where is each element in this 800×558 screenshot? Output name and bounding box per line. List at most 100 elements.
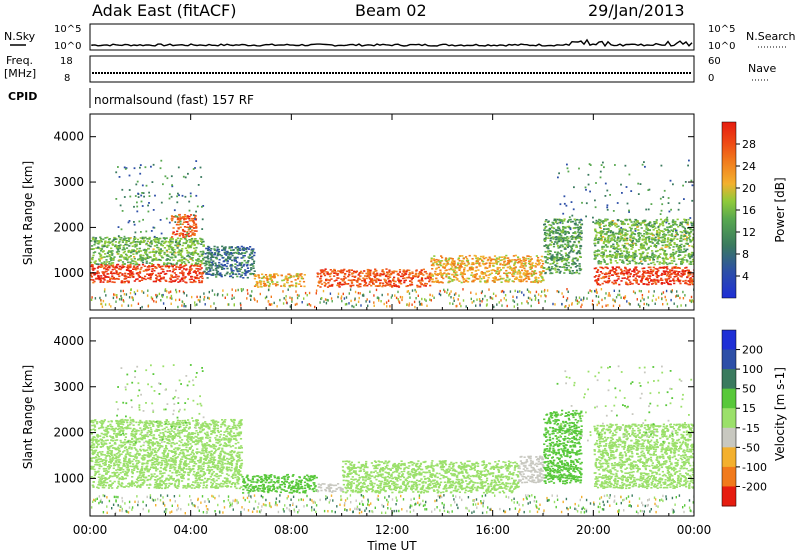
data-cell [110, 271, 112, 273]
data-cell [549, 235, 551, 237]
noise-cell [346, 303, 347, 305]
noise-cell [166, 290, 167, 292]
data-cell [647, 280, 649, 282]
data-cell [178, 266, 180, 268]
data-cell [440, 255, 442, 257]
data-cell [401, 273, 403, 275]
data-cell [458, 268, 460, 270]
data-cell [597, 284, 599, 286]
data-cell [258, 277, 260, 279]
data-cell [436, 263, 438, 265]
data-cell [103, 268, 105, 270]
data-cell [560, 230, 562, 232]
data-cell [541, 256, 543, 258]
data-cell [621, 256, 623, 258]
data-cell [646, 224, 648, 226]
data-cell [614, 237, 616, 239]
data-cell [652, 269, 654, 271]
data-cell [101, 262, 103, 264]
data-cell [324, 285, 326, 287]
data-cell [101, 265, 103, 267]
data-cell [465, 256, 467, 258]
data-cell [596, 255, 598, 257]
noise-cell [463, 299, 464, 301]
scatter-cell [200, 167, 202, 169]
data-cell [139, 280, 141, 282]
noise-cell [526, 300, 527, 302]
scatter-cell [564, 203, 566, 205]
noise-cell [662, 303, 663, 305]
data-cell [657, 281, 659, 283]
data-cell [120, 254, 122, 256]
data-cell [460, 272, 462, 274]
data-cell [565, 263, 567, 265]
data-cell [503, 272, 505, 274]
data-cell [150, 246, 152, 248]
data-cell [209, 252, 211, 254]
noise-cell [271, 296, 272, 298]
data-cell [630, 230, 632, 232]
data-cell [393, 277, 395, 279]
noise-cell [486, 299, 487, 301]
data-cell [143, 270, 145, 272]
data-cell [617, 238, 619, 240]
data-cell [150, 257, 152, 259]
data-cell [640, 233, 642, 235]
data-cell [670, 254, 672, 256]
data-cell [447, 282, 449, 284]
noise-cell [116, 294, 117, 296]
noise-cell [440, 294, 441, 296]
data-cell [579, 263, 581, 265]
noise-cell [419, 301, 420, 303]
data-cell [633, 279, 635, 281]
data-cell [439, 270, 441, 272]
data-cell [663, 252, 665, 254]
noise-cell [200, 296, 201, 298]
data-cell [609, 226, 611, 228]
noise-cell [479, 304, 480, 306]
noise-cell [337, 296, 338, 298]
data-cell [318, 280, 320, 282]
data-cell [364, 285, 366, 287]
data-cell [103, 250, 105, 252]
data-cell [403, 269, 405, 271]
data-cell [300, 285, 302, 287]
data-cell [193, 248, 195, 250]
freq-tick-top: 18 [60, 56, 73, 67]
data-cell [241, 262, 243, 264]
cpid-left-label: CPID [8, 90, 37, 103]
data-cell [191, 278, 193, 280]
data-cell [678, 267, 680, 269]
data-cell [555, 231, 557, 233]
data-cell [628, 254, 630, 256]
data-cell [611, 282, 613, 284]
data-cell [132, 253, 134, 255]
noise-cell [269, 303, 270, 305]
data-cell [392, 280, 394, 282]
noise-cell [598, 296, 599, 298]
noise-cell [147, 290, 148, 292]
data-cell [261, 274, 263, 276]
data-cell [619, 259, 621, 261]
data-cell [538, 262, 540, 264]
data-cell [216, 271, 218, 273]
noise-cell [386, 305, 387, 307]
data-cell [530, 281, 532, 283]
data-cell [567, 221, 569, 223]
data-cell [544, 234, 546, 236]
data-cell [101, 241, 103, 243]
noise-tick-bottom: 10^0 [54, 41, 81, 52]
data-cell [96, 263, 98, 265]
noise-cell [601, 288, 602, 290]
data-cell [91, 276, 93, 278]
data-cell [149, 262, 151, 264]
data-cell [347, 276, 349, 278]
data-cell [441, 257, 443, 259]
noise-cell [506, 299, 507, 301]
data-cell [172, 233, 174, 235]
noise-cell [204, 296, 205, 298]
data-cell [686, 231, 688, 233]
noise-cell [486, 304, 487, 306]
data-cell [648, 267, 650, 269]
data-cell [275, 285, 277, 287]
